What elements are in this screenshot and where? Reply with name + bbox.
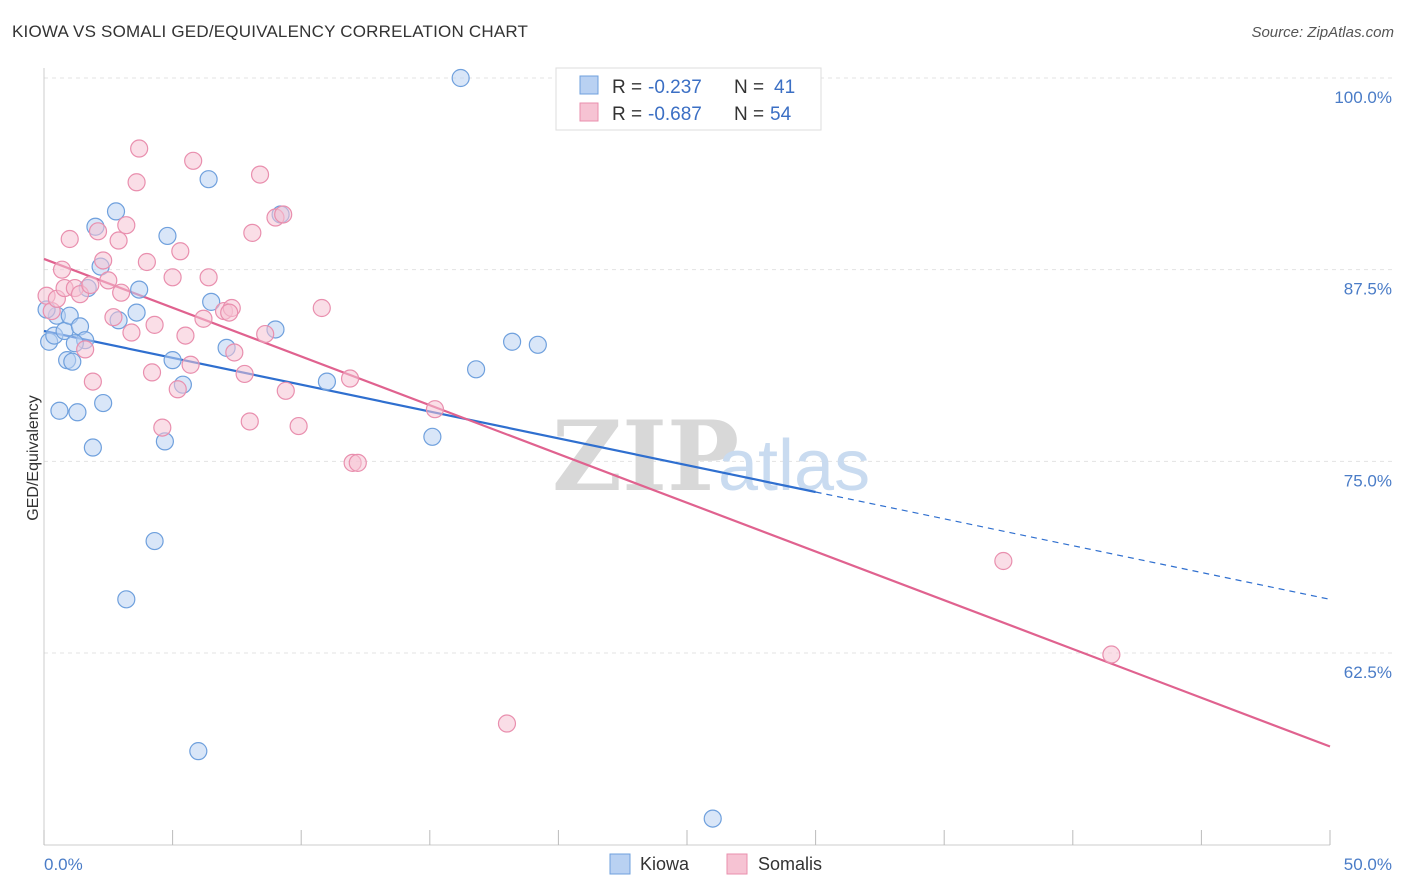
bottom-legend-kiowa-label: Kiowa xyxy=(640,854,690,874)
point-somalis xyxy=(130,139,149,158)
data-points xyxy=(37,68,1121,828)
point-kiowa xyxy=(317,372,337,391)
point-kiowa xyxy=(528,335,547,354)
point-kiowa xyxy=(202,292,221,311)
watermark-atlas: atlas xyxy=(718,426,870,506)
point-kiowa xyxy=(106,202,126,221)
point-somalis xyxy=(194,309,213,328)
legend-kiowa-r-value: -0.237 xyxy=(648,77,702,98)
bottom-legend-kiowa-swatch xyxy=(609,853,631,875)
point-somalis xyxy=(243,223,262,242)
point-somalis xyxy=(76,340,95,359)
point-kiowa xyxy=(158,226,177,246)
legend-somalis-n-label: N = xyxy=(734,104,764,125)
point-kiowa xyxy=(130,280,149,299)
point-somalis xyxy=(83,372,102,391)
point-somalis xyxy=(348,453,367,472)
point-kiowa xyxy=(145,531,164,551)
point-kiowa xyxy=(466,360,486,379)
point-somalis xyxy=(171,242,190,261)
point-kiowa xyxy=(63,352,82,371)
point-kiowa xyxy=(50,401,69,420)
x-ticks xyxy=(43,830,1331,845)
point-kiowa xyxy=(503,332,522,351)
point-somalis xyxy=(312,298,331,318)
legend-somalis-n-value: 54 xyxy=(770,104,792,125)
point-somalis xyxy=(240,412,259,431)
point-somalis xyxy=(145,315,164,334)
bottom-legend: Kiowa Somalis xyxy=(609,853,822,875)
bottom-legend-somalis-label: Somalis xyxy=(758,854,822,874)
chart-title: KIOWA VS SOMALI GED/EQUIVALENCY CORRELAT… xyxy=(12,22,529,41)
point-kiowa xyxy=(127,303,146,322)
point-somalis xyxy=(184,151,203,170)
point-somalis xyxy=(199,268,218,287)
point-kiowa xyxy=(94,393,113,413)
point-somalis xyxy=(274,205,293,224)
point-somalis xyxy=(497,714,517,733)
legend-kiowa-swatch xyxy=(579,75,599,95)
point-somalis xyxy=(137,252,156,272)
point-somalis xyxy=(109,231,128,250)
point-somalis xyxy=(142,363,162,382)
legend-kiowa-n-label: N = xyxy=(734,77,764,98)
point-somalis xyxy=(994,551,1013,571)
point-somalis xyxy=(168,380,187,399)
point-kiowa xyxy=(68,403,87,422)
legend-somalis-r-label: R = xyxy=(612,104,642,125)
point-somalis xyxy=(127,173,146,192)
point-somalis xyxy=(94,251,113,270)
point-somalis xyxy=(220,303,239,322)
point-somalis xyxy=(163,268,182,287)
y-tick-label: 75.0% xyxy=(1344,471,1392,490)
trend-lines xyxy=(43,257,1331,748)
point-kiowa xyxy=(423,427,442,446)
source-label: Source: ZipAtlas.com xyxy=(1251,24,1394,41)
point-somalis xyxy=(112,283,131,302)
point-somalis xyxy=(256,324,275,344)
trend-line-somalis xyxy=(43,257,1331,748)
point-somalis xyxy=(425,400,445,419)
legend-kiowa-r-label: R = xyxy=(612,77,642,98)
point-somalis xyxy=(104,308,123,327)
y-axis-label: GED/Equivalency xyxy=(25,395,42,520)
point-kiowa xyxy=(83,438,102,457)
point-somalis xyxy=(88,222,108,241)
point-somalis xyxy=(276,381,295,400)
point-somalis xyxy=(225,343,244,362)
point-somalis xyxy=(99,271,118,290)
legend-box: R = -0.237 N = 41 R = -0.687 N = 54 xyxy=(555,67,822,131)
bottom-legend-somalis-swatch xyxy=(726,853,748,875)
x-tick-label-max: 50.0% xyxy=(1344,855,1392,874)
trend-line-extension-kiowa xyxy=(815,491,1331,600)
legend-kiowa-n-value: 41 xyxy=(774,77,795,98)
x-tick-label-min: 0.0% xyxy=(44,855,83,874)
point-kiowa xyxy=(163,351,182,370)
point-kiowa xyxy=(117,590,136,609)
y-tick-label: 87.5% xyxy=(1344,280,1392,299)
point-somalis xyxy=(176,326,195,345)
point-somalis xyxy=(340,369,360,388)
y-tick-label: 100.0% xyxy=(1334,88,1392,107)
legend-somalis-r-value: -0.687 xyxy=(648,104,702,125)
point-kiowa xyxy=(189,742,208,761)
point-somalis xyxy=(250,165,270,184)
point-kiowa xyxy=(703,809,722,828)
y-tick-label: 62.5% xyxy=(1344,663,1392,682)
point-somalis xyxy=(52,260,72,279)
point-somalis xyxy=(117,216,136,235)
legend-somalis-swatch xyxy=(579,102,599,122)
point-somalis xyxy=(181,355,200,374)
point-somalis xyxy=(60,229,79,249)
point-somalis xyxy=(122,323,141,342)
y-tick-labels: 100.0% 87.5% 75.0% 62.5% xyxy=(1334,88,1392,682)
point-somalis xyxy=(81,275,100,295)
point-kiowa xyxy=(451,68,470,88)
point-somalis xyxy=(1102,645,1121,664)
point-somalis xyxy=(289,416,308,436)
point-somalis xyxy=(153,418,172,437)
point-kiowa xyxy=(199,170,218,189)
point-somalis xyxy=(235,364,254,384)
